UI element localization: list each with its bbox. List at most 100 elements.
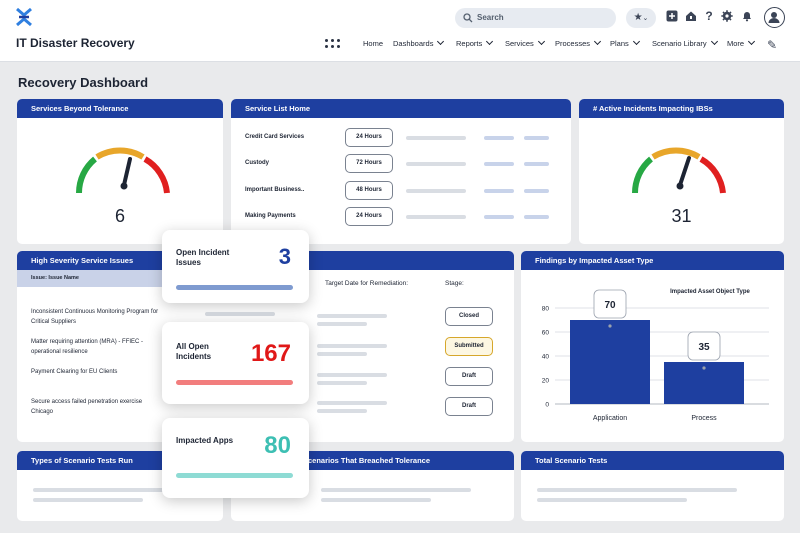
home-alert-icon[interactable] bbox=[685, 10, 697, 22]
nav-scenario-library[interactable]: Scenario Library bbox=[652, 37, 718, 48]
page-title: Recovery Dashboard bbox=[18, 75, 149, 90]
stage-pill[interactable]: Draft bbox=[445, 367, 493, 386]
stage-pill[interactable]: Draft bbox=[445, 397, 493, 416]
y-tick-label: 20 bbox=[542, 378, 550, 385]
kpi-bar bbox=[176, 380, 293, 385]
stage-pill[interactable]: Closed bbox=[445, 307, 493, 326]
app-logo-icon[interactable] bbox=[14, 7, 34, 27]
placeholder-line bbox=[317, 409, 367, 413]
nav-dashboards[interactable]: Dashboards bbox=[393, 37, 445, 48]
active-incidents-value: 31 bbox=[671, 206, 692, 226]
kpi-open-incident-issues[interactable]: Open Incident Issues 3 bbox=[162, 230, 309, 303]
data-point-marker bbox=[608, 324, 612, 328]
issue-item[interactable]: Secure access failed penetration exercis… bbox=[31, 399, 143, 415]
chevron-down-icon bbox=[593, 37, 602, 46]
placeholder-line bbox=[406, 136, 466, 140]
placeholder-line bbox=[317, 314, 387, 318]
issue-item[interactable]: Payment Clearing for EU Clients bbox=[31, 369, 118, 375]
placeholder-line bbox=[33, 488, 183, 492]
placeholder-line bbox=[317, 381, 367, 385]
placeholder-line bbox=[406, 215, 466, 219]
placeholder-line bbox=[406, 189, 466, 193]
nav-plans[interactable]: Plans bbox=[610, 37, 640, 48]
nav-label: Scenario Library bbox=[652, 39, 707, 48]
stage-pill[interactable]: Submitted bbox=[445, 337, 493, 356]
app-grid-icon[interactable] bbox=[325, 39, 341, 51]
placeholder-line bbox=[524, 162, 549, 166]
kpi-bar bbox=[176, 285, 293, 290]
kpi-title: Open Incident Issues bbox=[176, 248, 230, 267]
favorites-button[interactable]: ★⌄ bbox=[626, 8, 656, 28]
kpi-value: 167 bbox=[250, 340, 291, 367]
findings-bar-chart: 0 20 40 60 80 Impacted Asset Object Type Appli… bbox=[542, 289, 769, 422]
nav-processes[interactable]: Processes bbox=[555, 37, 602, 48]
placeholder-line bbox=[317, 322, 367, 326]
gauge bbox=[75, 147, 170, 194]
y-tick-label: 40 bbox=[542, 354, 550, 361]
chevron-down-icon bbox=[710, 37, 718, 46]
placeholder-line bbox=[33, 498, 143, 502]
card-findings-chart: Findings by Impacted Asset Type 0 20 40 60 8… bbox=[521, 251, 784, 442]
chevron-down-icon bbox=[537, 37, 545, 46]
rto-pill[interactable]: 72 Hours bbox=[345, 154, 393, 173]
nav-reports[interactable]: Reports bbox=[456, 37, 494, 48]
services-beyond-tolerance-value: 6 bbox=[114, 206, 125, 226]
add-icon[interactable] bbox=[666, 10, 678, 22]
placeholder-line bbox=[484, 189, 514, 193]
placeholder-line bbox=[484, 215, 514, 219]
nav-label: Dashboards bbox=[393, 39, 434, 48]
nav-label: More bbox=[727, 39, 745, 48]
help-icon[interactable]: ? bbox=[705, 9, 713, 23]
placeholder-line bbox=[524, 215, 549, 219]
placeholder-line bbox=[406, 162, 466, 166]
placeholder-line bbox=[484, 162, 514, 166]
chevron-down-icon bbox=[748, 37, 756, 46]
main-nav: IT Disaster Recovery Home Dashboards Rep… bbox=[0, 35, 800, 62]
nav-label: Services bbox=[505, 39, 534, 48]
placeholder-line bbox=[537, 498, 687, 502]
placeholder-line bbox=[321, 488, 471, 492]
nav-label: Reports bbox=[456, 39, 483, 48]
placeholder-line bbox=[317, 401, 387, 405]
rto-pill[interactable]: 48 Hours bbox=[345, 181, 393, 200]
kpi-value: 3 bbox=[278, 244, 291, 269]
bell-icon[interactable] bbox=[741, 10, 753, 22]
gauge bbox=[631, 147, 726, 194]
nav-home[interactable]: Home bbox=[363, 39, 383, 48]
gear-icon[interactable] bbox=[721, 10, 733, 22]
kpi-impacted-apps[interactable]: Impacted Apps 80 bbox=[162, 418, 309, 498]
issue-item[interactable]: Matter requiring attention (MRA) - FFIEC… bbox=[31, 339, 144, 355]
star-icon: ★ bbox=[633, 12, 643, 23]
edit-pencil-icon[interactable]: ✎ bbox=[767, 38, 778, 52]
nav-label: Home bbox=[363, 39, 384, 48]
y-tick-label: 80 bbox=[542, 306, 550, 313]
data-label: 35 bbox=[698, 342, 710, 353]
chevron-down-icon: ⌄ bbox=[642, 15, 649, 22]
x-tick-label: Process bbox=[691, 415, 717, 422]
app-title: IT Disaster Recovery bbox=[16, 36, 135, 50]
placeholder-line bbox=[317, 344, 387, 348]
x-tick-label: Application bbox=[593, 415, 627, 422]
data-label: 70 bbox=[604, 300, 616, 311]
data-point-marker bbox=[702, 366, 706, 370]
legend-title: Impacted Asset Object Type bbox=[670, 289, 750, 295]
search-input[interactable]: Search bbox=[455, 8, 616, 28]
nav-label: Plans bbox=[610, 39, 629, 48]
kpi-bar bbox=[176, 473, 293, 478]
kpi-all-open-incidents[interactable]: All Open Incidents 167 bbox=[162, 322, 309, 404]
service-name: Custody bbox=[245, 160, 269, 166]
card-title: Total Scenario Tests bbox=[521, 451, 784, 470]
rto-pill[interactable]: 24 Hours bbox=[345, 207, 393, 226]
placeholder-line bbox=[524, 189, 549, 193]
placeholder-line bbox=[537, 488, 737, 492]
nav-label: Processes bbox=[555, 39, 591, 48]
nav-more[interactable]: More bbox=[727, 37, 756, 48]
kpi-title: All Open Incidents bbox=[176, 342, 212, 361]
issue-item[interactable]: Inconsistent Continuous Monitoring Progr… bbox=[31, 309, 159, 325]
nav-services[interactable]: Services bbox=[505, 37, 545, 48]
rto-pill[interactable]: 24 Hours bbox=[345, 128, 393, 147]
y-tick-label: 60 bbox=[542, 330, 550, 337]
placeholder-line bbox=[524, 136, 549, 140]
avatar[interactable] bbox=[764, 7, 785, 28]
service-name: Important Business.. bbox=[245, 187, 305, 193]
